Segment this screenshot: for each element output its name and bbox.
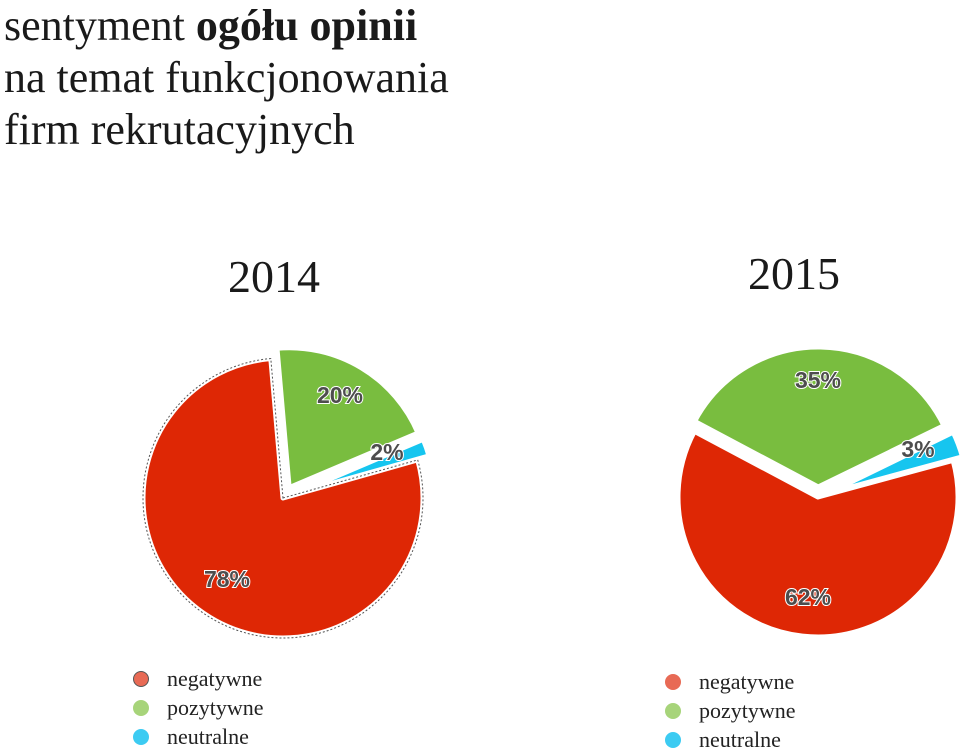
legend-label: pozytywne [167,694,264,720]
data-label-pozytywne: 20% [317,382,363,408]
pie-slice-negatywne [675,428,960,640]
legend-item-negatywne: negatywne [133,664,264,693]
legend-item-negatywne: negatywne [665,667,796,696]
legend-dot-neutralne [133,728,149,745]
title-line-1: sentyment ogółu opinii [4,0,449,52]
pie-slice-pozytywne [274,345,421,491]
legend-2015: negatywne pozytywne neutralne [665,667,796,754]
legend-item-neutralne: neutralne [133,722,264,751]
legend-item-pozytywne: pozytywne [133,693,264,722]
legend-dot-negatywne [665,673,681,690]
legend-label: neutralne [699,726,781,752]
title-line-3: firm rekrutacyjnych [4,105,355,154]
legend-dot-pozytywne [133,699,149,716]
chart-2014-title: 2014 [228,251,320,302]
data-label-negatywne: 78% [204,566,250,592]
legend-label: negatywne [699,668,795,694]
pie-chart-2014: 78% 20% 2% [140,345,432,641]
pie-slice-neutralne [291,436,432,497]
legend-dot-negatywne [133,670,149,687]
legend-dot-neutralne [665,731,681,748]
data-label-negatywne: 62% [785,584,831,610]
title-part-1-bold: ogółu opinii [195,1,418,50]
title-line-2: na temat funkcjonowania [4,53,449,102]
legend-item-pozytywne: pozytywne [665,696,796,725]
legend-label: negatywne [167,665,263,691]
data-label-neutralne: 3% [901,436,934,462]
legend-dot-pozytywne [665,702,681,719]
legend-item-neutralne: neutralne [665,725,796,754]
title-part-1: sentyment [4,1,196,50]
pie-slice-outline [142,357,424,639]
pie-slice-neutralne [824,429,960,496]
legend-2014: negatywne pozytywne neutralne [133,664,264,751]
legend-label: neutralne [167,723,249,749]
pie-slice-pozytywne [692,344,947,490]
chart-title: sentyment ogółu opinii na temat funkcjon… [4,0,449,156]
data-label-neutralne: 2% [370,439,403,465]
data-label-pozytywne: 35% [795,367,841,393]
legend-label: pozytywne [699,697,796,723]
chart-2015-title: 2015 [748,248,840,299]
pie-chart-2015: 62% 35% 3% [675,344,960,640]
